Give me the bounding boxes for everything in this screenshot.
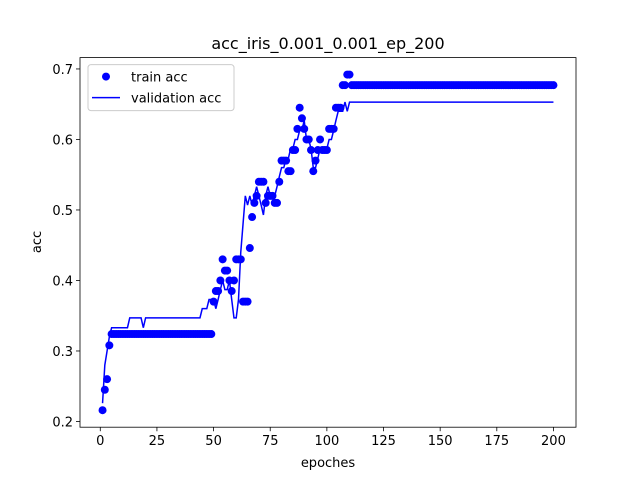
chart-title: acc_iris_0.001_0.001_ep_200 <box>211 34 444 54</box>
data-point <box>98 406 107 415</box>
data-point <box>309 167 318 176</box>
data-point <box>286 167 295 176</box>
x-tick-label: 100 <box>314 434 339 449</box>
x-tick-label: 25 <box>149 434 166 449</box>
data-point <box>103 375 112 384</box>
data-point <box>259 177 268 186</box>
data-point <box>291 146 300 155</box>
y-tick-label: 0.5 <box>52 204 73 219</box>
x-tick-label: 200 <box>541 434 566 449</box>
plot-area <box>98 70 558 415</box>
data-point <box>340 81 349 90</box>
data-point <box>105 341 114 350</box>
y-tick-label: 0.2 <box>52 415 73 430</box>
data-point <box>273 198 282 207</box>
data-point <box>218 255 227 264</box>
data-point <box>549 81 558 90</box>
data-point <box>223 266 232 275</box>
y-tick-label: 0.4 <box>52 274 73 289</box>
legend-label: train acc <box>131 71 188 86</box>
line <box>101 101 554 404</box>
x-tick-label: 125 <box>371 434 396 449</box>
data-point <box>261 198 270 207</box>
legend-marker <box>102 72 110 81</box>
x-tick-label: 75 <box>262 434 279 449</box>
data-point <box>100 385 109 394</box>
y-tick-label: 0.6 <box>52 133 73 148</box>
y-tick-label: 0.7 <box>52 63 73 78</box>
data-point <box>295 103 304 112</box>
x-tick-label: 175 <box>484 434 509 449</box>
legend-label: validation acc <box>131 92 221 107</box>
data-point <box>345 70 354 79</box>
x-axis-label: epoches <box>301 456 356 471</box>
data-point <box>207 330 216 339</box>
axes-frame <box>79 57 577 428</box>
data-point <box>229 276 238 285</box>
y-axis-label: acc <box>30 231 45 253</box>
data-point <box>248 213 257 222</box>
x-tick-label: 150 <box>428 434 453 449</box>
data-point <box>243 297 252 306</box>
data-point <box>245 244 254 253</box>
x-tick-label: 50 <box>205 434 222 449</box>
legend-box <box>87 64 235 112</box>
data-point <box>316 135 325 144</box>
x-tick-label: 0 <box>96 434 104 449</box>
y-tick-label: 0.3 <box>52 345 73 360</box>
